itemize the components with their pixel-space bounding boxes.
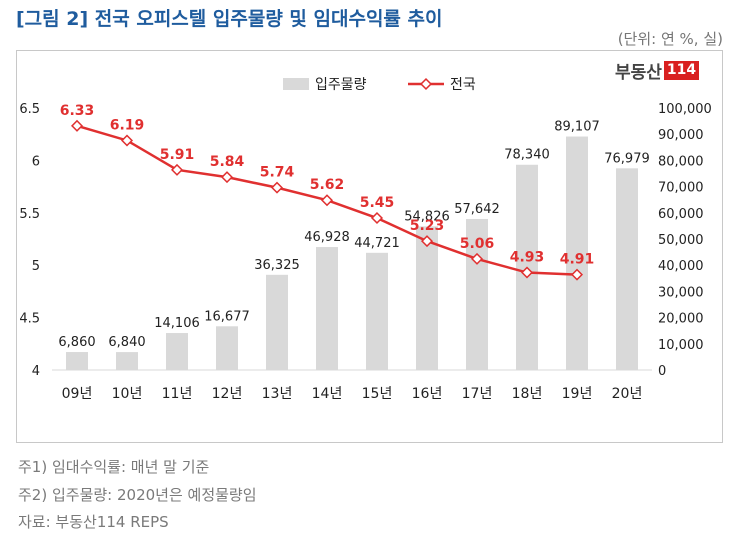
y-left-tick-label: 4.5 bbox=[19, 312, 40, 327]
footnote-1: 주1) 임대수익률: 매년 말 기준 bbox=[18, 458, 210, 476]
bar-value-label: 54,826 bbox=[404, 209, 450, 224]
bar bbox=[166, 333, 188, 370]
bar bbox=[366, 252, 388, 370]
legend-label-bar: 입주물량 bbox=[315, 77, 367, 93]
y-left-tick-label: 6 bbox=[32, 154, 40, 169]
chart-title: [그림 2] 전국 오피스텔 입주물량 및 임대수익률 추이 bbox=[16, 8, 443, 30]
line-value-label: 5.74 bbox=[260, 165, 295, 181]
line-marker bbox=[370, 212, 384, 225]
legend-swatch-bar bbox=[283, 78, 309, 90]
y-right-tick-label: 60,000 bbox=[658, 207, 704, 222]
x-tick-label: 11년 bbox=[162, 386, 193, 402]
x-tick-label: 15년 bbox=[362, 386, 393, 402]
line-marker bbox=[220, 171, 234, 184]
line-value-label: 5.62 bbox=[310, 177, 345, 193]
y-right-tick-label: 20,000 bbox=[658, 312, 704, 327]
y-right-tick-label: 0 bbox=[658, 364, 666, 379]
x-tick-label: 13년 bbox=[262, 386, 293, 402]
line-marker bbox=[320, 194, 334, 207]
bar bbox=[416, 226, 438, 370]
x-tick-label: 12년 bbox=[212, 386, 243, 402]
brand-name: 부동산 bbox=[615, 62, 662, 83]
bar bbox=[566, 136, 588, 370]
line-marker bbox=[570, 268, 584, 281]
line-marker bbox=[520, 266, 534, 279]
legend-marker-line bbox=[419, 77, 433, 91]
bar bbox=[116, 352, 138, 370]
line-value-label: 5.84 bbox=[210, 154, 245, 170]
bar-value-label: 36,325 bbox=[254, 258, 300, 273]
bar-value-label: 16,677 bbox=[204, 309, 250, 324]
x-tick-label: 20년 bbox=[612, 386, 643, 402]
footnote-2: 주2) 입주물량: 2020년은 예정물량임 bbox=[18, 486, 257, 504]
line-value-label: 6.19 bbox=[110, 117, 145, 133]
line-marker bbox=[470, 252, 484, 265]
line-value-label: 6.33 bbox=[60, 103, 95, 119]
x-tick-label: 09년 bbox=[62, 386, 93, 402]
line-marker bbox=[270, 181, 284, 194]
bar-value-label: 57,642 bbox=[454, 202, 500, 217]
x-tick-label: 18년 bbox=[512, 386, 543, 402]
x-tick-label: 17년 bbox=[462, 386, 493, 402]
y-left-tick-label: 5 bbox=[32, 259, 40, 274]
bar bbox=[216, 326, 238, 370]
y-right-tick-label: 40,000 bbox=[658, 259, 704, 274]
y-right-tick-label: 90,000 bbox=[658, 128, 704, 143]
line-marker bbox=[420, 235, 434, 248]
brand-logo: 부동산 114 bbox=[615, 60, 700, 83]
line-marker bbox=[170, 163, 184, 176]
unit-label: (단위: 연 %, 실) bbox=[617, 30, 723, 48]
y-right-tick-label: 80,000 bbox=[658, 154, 704, 169]
bar-value-label: 46,928 bbox=[304, 230, 350, 245]
y-left-tick-label: 5.5 bbox=[19, 207, 40, 222]
line-value-label: 4.91 bbox=[560, 252, 595, 268]
line-value-label: 4.93 bbox=[510, 250, 545, 266]
bar-value-label: 78,340 bbox=[504, 148, 550, 163]
y-right-tick-label: 30,000 bbox=[658, 285, 704, 300]
bar-value-label: 6,860 bbox=[58, 335, 95, 350]
line-value-label: 5.06 bbox=[460, 236, 495, 252]
bar bbox=[66, 352, 88, 370]
brand-number: 114 bbox=[663, 60, 700, 80]
bar bbox=[616, 168, 638, 370]
x-tick-label: 14년 bbox=[312, 386, 343, 402]
bar-value-label: 14,106 bbox=[154, 316, 200, 331]
chart-frame bbox=[16, 50, 723, 443]
y-right-tick-label: 10,000 bbox=[658, 338, 704, 353]
line-value-label: 5.23 bbox=[410, 218, 445, 234]
bar bbox=[316, 247, 338, 370]
bar-value-label: 89,107 bbox=[554, 120, 600, 135]
bar-value-label: 44,721 bbox=[354, 236, 400, 251]
x-tick-label: 10년 bbox=[112, 386, 143, 402]
line-marker bbox=[120, 134, 134, 147]
bar-value-label: 6,840 bbox=[108, 335, 145, 350]
y-left-tick-label: 6.5 bbox=[19, 102, 40, 117]
y-right-tick-label: 70,000 bbox=[658, 181, 704, 196]
bar-value-label: 76,979 bbox=[604, 151, 650, 166]
line-value-label: 5.45 bbox=[360, 195, 395, 211]
y-right-tick-label: 100,000 bbox=[658, 102, 712, 117]
line-marker bbox=[70, 119, 84, 132]
line-value-label: 5.91 bbox=[160, 147, 195, 163]
y-right-tick-label: 50,000 bbox=[658, 233, 704, 248]
legend-label-line: 전국 bbox=[450, 77, 476, 93]
y-left-tick-label: 4 bbox=[32, 364, 40, 379]
source-note: 자료: 부동산114 REPS bbox=[18, 513, 169, 531]
x-tick-label: 19년 bbox=[562, 386, 593, 402]
x-tick-label: 16년 bbox=[412, 386, 443, 402]
bar bbox=[266, 274, 288, 370]
